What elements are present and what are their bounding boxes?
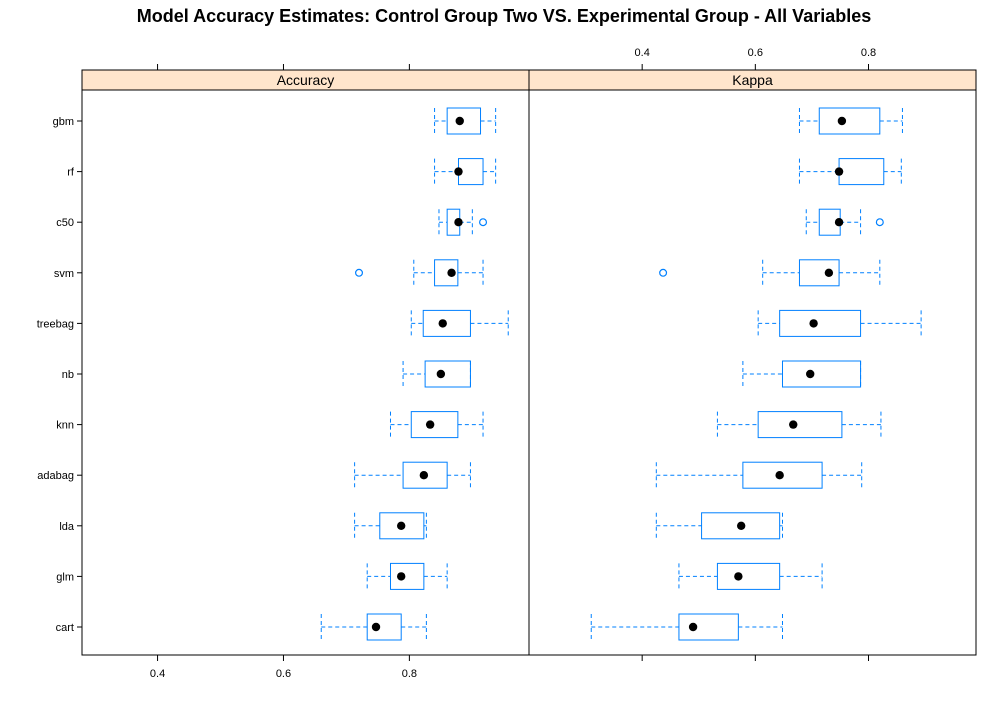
model-label-adabag: adabag <box>37 470 74 482</box>
iqr-box <box>742 461 823 489</box>
median-dot <box>688 622 698 632</box>
iqr-box <box>366 613 402 641</box>
outlier-point <box>659 268 668 277</box>
median-dot <box>736 521 746 530</box>
model-label-treebag: treebag <box>37 318 74 330</box>
median-dot <box>454 167 463 176</box>
iqr-box <box>798 259 840 287</box>
box-rf <box>434 158 497 186</box>
x-tick-label: 0.4 <box>150 668 165 680</box>
box-glm <box>366 562 448 590</box>
model-label-gbm: gbm <box>53 116 74 128</box>
iqr-box <box>446 107 482 135</box>
median-dot <box>734 572 743 581</box>
iqr-box <box>402 461 448 489</box>
model-label-c50: c50 <box>56 217 74 229</box>
median-dot <box>447 268 456 277</box>
x-tick-label: 0.6 <box>748 47 763 59</box>
iqr-box <box>379 512 425 540</box>
median-dot <box>396 572 406 581</box>
model-label-cart: cart <box>56 622 74 634</box>
box-knn <box>389 411 484 439</box>
box-cart <box>590 613 783 641</box>
box-adabag <box>354 461 471 489</box>
iqr-box <box>781 360 862 388</box>
strip-label: Kappa <box>732 72 773 88</box>
iqr-box <box>678 613 739 641</box>
chart-title: Model Accuracy Estimates: Control Group … <box>137 6 872 26</box>
box-treebag <box>757 309 922 337</box>
box-knn <box>716 411 882 439</box>
median-dot <box>425 420 435 429</box>
iqr-box <box>389 562 425 590</box>
median-dot <box>438 319 447 328</box>
panel-kappa: Kappa 0.4 0.6 0.8 <box>528 47 977 661</box>
median-dot <box>454 218 463 227</box>
outlier-point <box>355 268 364 277</box>
iqr-box <box>779 309 862 337</box>
outlier-point <box>875 218 884 227</box>
box-gbm <box>798 107 903 135</box>
box-c50 <box>438 208 488 236</box>
model-label-svm: svm <box>54 268 74 280</box>
x-tick-label: 0.4 <box>635 47 650 59</box>
box-rf <box>798 158 902 186</box>
iqr-box <box>757 411 843 439</box>
iqr-box <box>818 107 881 135</box>
panel-frame <box>81 69 530 656</box>
median-dot <box>837 116 847 126</box>
iqr-box <box>701 512 781 540</box>
model-label-knn: knn <box>56 420 74 432</box>
x-tick-label: 0.8 <box>402 668 417 680</box>
median-dot <box>775 471 784 480</box>
median-dot <box>834 167 844 176</box>
box-lda <box>354 512 427 540</box>
box-gbm <box>434 107 497 135</box>
box-adabag <box>655 461 863 489</box>
median-dot <box>806 369 815 379</box>
outlier-point <box>479 218 488 227</box>
chart-marks: Accuracy 0.4 0.6 0.8 Kappa 0.4 0.6 0.8 gbm rf c50 s… <box>37 47 977 680</box>
model-label-lda: lda <box>59 521 75 533</box>
iqr-box <box>716 562 781 590</box>
median-dot <box>809 319 818 328</box>
iqr-box <box>838 158 885 186</box>
panel-frame <box>528 69 977 656</box>
iqr-box <box>422 309 471 337</box>
median-dot <box>396 521 406 530</box>
model-label-glm: glm <box>56 571 74 583</box>
median-dot <box>834 218 844 227</box>
iqr-box <box>434 259 459 287</box>
x-tick-label: 0.6 <box>276 668 291 680</box>
median-dot <box>371 622 381 632</box>
box-svm <box>659 259 881 287</box>
box-treebag <box>410 309 509 337</box>
panel-accuracy: Accuracy 0.4 0.6 0.8 <box>81 64 530 680</box>
box-cart <box>320 613 427 641</box>
box-lda <box>655 512 783 540</box>
strip-label: Accuracy <box>277 72 335 88</box>
model-label-nb: nb <box>62 369 74 381</box>
box-glm <box>678 562 823 590</box>
box-svm <box>355 259 484 287</box>
box-nb <box>402 360 471 388</box>
median-dot <box>824 268 834 277</box>
iqr-box <box>410 411 459 439</box>
box-nb <box>742 360 862 388</box>
median-dot <box>436 369 446 379</box>
median-dot <box>419 471 429 480</box>
model-label-rf: rf <box>67 167 75 179</box>
box-c50 <box>805 208 884 236</box>
x-tick-label: 0.8 <box>861 47 876 59</box>
iqr-box <box>424 360 471 388</box>
median-dot <box>789 420 798 429</box>
median-dot <box>455 116 464 126</box>
